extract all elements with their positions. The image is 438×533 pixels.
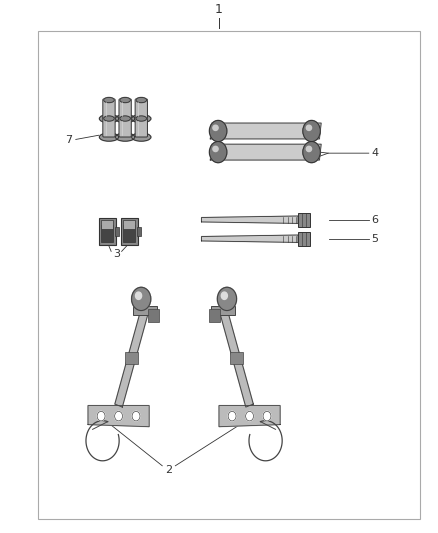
FancyBboxPatch shape — [119, 117, 131, 137]
Ellipse shape — [116, 133, 135, 141]
Circle shape — [246, 411, 254, 421]
Bar — [101, 220, 113, 229]
Bar — [298, 213, 310, 227]
Bar — [38, 31, 420, 519]
Bar — [123, 220, 135, 229]
Ellipse shape — [132, 115, 151, 123]
FancyBboxPatch shape — [103, 99, 115, 118]
Ellipse shape — [213, 125, 218, 131]
Ellipse shape — [120, 116, 131, 121]
Ellipse shape — [213, 146, 218, 151]
Text: 1: 1 — [215, 3, 223, 17]
FancyBboxPatch shape — [119, 99, 131, 118]
Bar — [123, 225, 135, 242]
Ellipse shape — [209, 120, 227, 142]
Polygon shape — [219, 406, 280, 427]
Ellipse shape — [104, 116, 114, 121]
Text: 7: 7 — [65, 135, 72, 146]
Bar — [133, 306, 157, 316]
Polygon shape — [210, 123, 321, 139]
Bar — [101, 225, 113, 242]
Ellipse shape — [99, 115, 119, 123]
Bar — [137, 227, 141, 236]
Ellipse shape — [132, 133, 151, 141]
Ellipse shape — [116, 115, 135, 123]
Ellipse shape — [209, 142, 227, 163]
Bar — [148, 310, 159, 322]
Bar — [298, 232, 310, 246]
Ellipse shape — [303, 120, 320, 142]
Text: 3: 3 — [113, 249, 120, 259]
Bar — [115, 227, 120, 236]
Circle shape — [217, 287, 237, 311]
FancyBboxPatch shape — [135, 117, 148, 137]
Ellipse shape — [306, 125, 311, 131]
Ellipse shape — [104, 98, 114, 103]
FancyBboxPatch shape — [103, 117, 115, 137]
Circle shape — [221, 292, 227, 300]
Circle shape — [135, 292, 141, 300]
Text: 4: 4 — [371, 148, 378, 158]
Ellipse shape — [99, 133, 119, 141]
Text: 6: 6 — [371, 215, 378, 225]
Circle shape — [263, 411, 271, 421]
Ellipse shape — [120, 98, 131, 103]
Bar — [99, 217, 116, 245]
Polygon shape — [201, 216, 298, 223]
Ellipse shape — [136, 116, 147, 121]
Circle shape — [228, 411, 236, 421]
Circle shape — [97, 411, 105, 421]
Ellipse shape — [136, 98, 147, 103]
Text: 2: 2 — [165, 465, 172, 475]
Polygon shape — [210, 144, 321, 160]
Ellipse shape — [303, 142, 320, 163]
Bar — [209, 310, 220, 322]
Bar — [230, 352, 243, 364]
Text: 5: 5 — [371, 233, 378, 244]
Polygon shape — [115, 309, 148, 407]
Bar — [125, 352, 138, 364]
Circle shape — [115, 411, 123, 421]
FancyBboxPatch shape — [135, 99, 148, 118]
Polygon shape — [219, 309, 253, 407]
Circle shape — [132, 411, 140, 421]
Circle shape — [131, 287, 151, 311]
Polygon shape — [201, 235, 298, 243]
Ellipse shape — [306, 146, 311, 151]
Bar — [121, 217, 138, 245]
Bar — [212, 306, 235, 316]
Polygon shape — [88, 406, 149, 427]
